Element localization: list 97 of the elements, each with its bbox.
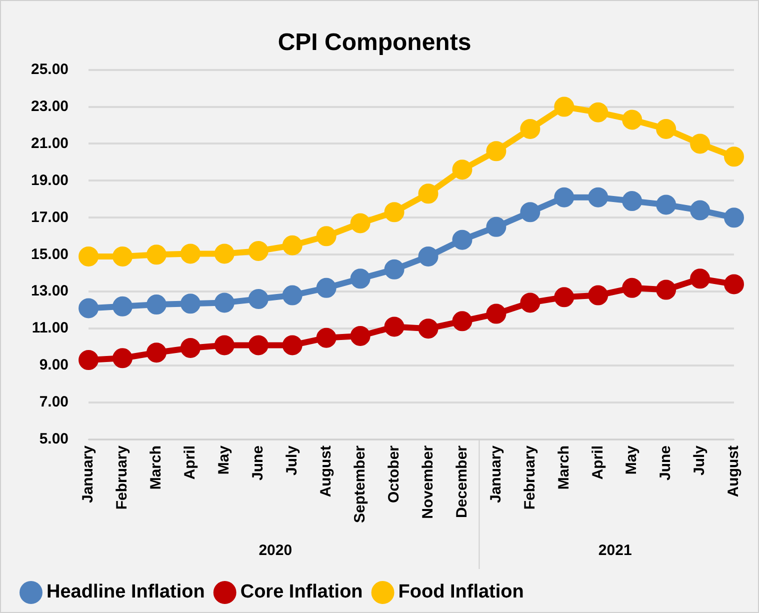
point [724,274,744,294]
x-tick-label: August [317,445,334,498]
x-tick-label: March [555,445,572,490]
point [78,298,99,318]
point [724,146,744,167]
point [384,316,404,337]
point [656,194,676,215]
point [282,235,302,256]
x-tick-label: April [182,445,199,480]
point [588,187,608,208]
point [622,110,642,130]
point [588,285,608,306]
x-tick-label: December [453,445,470,518]
point [282,335,302,356]
x-tick-label: April [589,445,606,480]
y-tick-label: 25.00 [30,60,69,78]
point [384,202,404,222]
point [418,246,438,266]
legend-label: Headline Inflation [46,582,205,603]
y-tick-label: 19.00 [30,172,69,189]
point [248,240,268,261]
x-tick-label: October [385,445,402,503]
x-tick-label: February [114,444,131,510]
point [180,294,200,314]
x-tick-label: July [284,444,301,476]
point [146,294,166,315]
point [724,208,744,228]
point [180,244,200,264]
point [452,160,472,180]
point [554,187,574,208]
x-tick-label: March [148,445,165,490]
point [248,289,268,309]
point [486,216,506,237]
x-tick-label: May [623,444,640,475]
point [214,244,234,264]
point [418,184,438,204]
x-tick-label: January [80,444,97,504]
point [78,350,99,370]
y-tick-label: 17.00 [30,208,69,226]
point [656,280,676,300]
point [78,246,99,266]
point [350,326,370,346]
point [146,342,166,363]
point [282,285,302,306]
point [690,268,710,289]
point [180,338,200,358]
point [112,348,133,368]
text: 2020 [258,542,292,560]
y-tick-label: 21.00 [30,134,69,152]
x-tick-label: February [521,444,538,510]
point [588,102,608,122]
point [452,311,472,332]
point [214,292,234,313]
chart-title: CPI Components [278,29,472,56]
x-tick-label: November [419,445,436,519]
y-tick-label: 23.00 [30,98,69,115]
point [554,96,574,117]
point [316,328,336,348]
point [486,304,506,324]
y-tick-label: 5.00 [39,430,69,448]
point [656,118,676,139]
point [486,141,506,162]
text: 2021 [598,542,632,560]
x-tick-label: August [725,445,742,498]
x-tick-label: September [351,445,368,524]
x-tick-label: June [250,445,267,480]
point [690,200,710,220]
point [418,318,438,339]
point [520,118,540,139]
point [146,244,166,265]
y-tick-label: 11.00 [32,320,69,337]
x-tick-label: June [657,445,674,480]
y-tick-label: 15.00 [30,246,69,263]
point [452,230,472,250]
point [316,226,336,246]
y-tick-label: 9.00 [39,356,69,374]
point [112,246,133,266]
point [622,278,642,298]
x-tick-label: May [216,444,233,475]
point [622,191,642,212]
point [520,202,540,222]
point [384,259,404,280]
x-tick-label: January [487,444,504,504]
point [554,287,574,308]
legend-label: Food Inflation [398,582,524,603]
x-tick-label: July [691,444,708,476]
point [248,335,268,356]
point [520,292,540,313]
point [112,296,133,316]
legend-label: Core Inflation [240,582,363,603]
point [350,268,370,289]
y-tick-label: 7.00 [39,394,69,411]
point [350,213,370,234]
y-tick-label: 13.00 [30,282,69,300]
point [214,335,234,356]
point [316,278,336,298]
point [690,134,710,154]
